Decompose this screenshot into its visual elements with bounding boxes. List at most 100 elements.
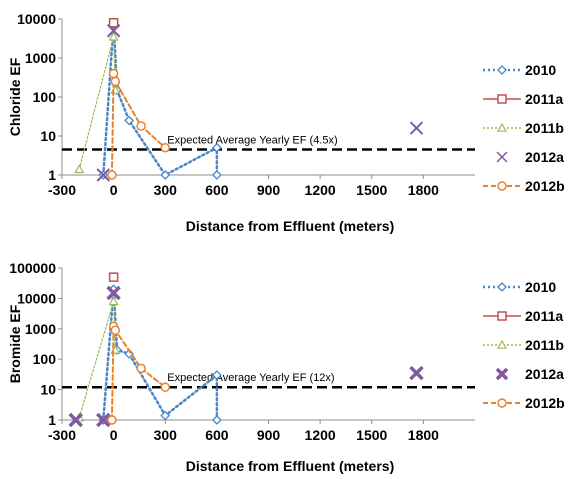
data-point-2010 — [160, 410, 171, 421]
legend-marker-2012a-stroke-b — [495, 367, 509, 381]
data-point-2012a-stroke-b — [106, 285, 121, 301]
data-point-2012a-stroke-b — [96, 412, 111, 428]
legend-marker-2011a — [497, 94, 507, 104]
x-tick-label: 600 — [205, 182, 229, 198]
series-2012a — [96, 24, 424, 182]
bromide-panel: 1 10 100 1000 10000 100000 -300 0 300 600 900 1200 1… — [7, 260, 565, 474]
y-tick-label: 10000 — [17, 11, 56, 27]
y-axis-title: Chloride EF — [7, 57, 23, 136]
series-2012a — [68, 285, 424, 428]
legend-label-2010: 2010 — [525, 279, 556, 295]
data-point-2010 — [124, 115, 135, 126]
series-2011a — [108, 18, 119, 28]
legend-label-2012b: 2012b — [525, 178, 565, 194]
x-tick-label: 1500 — [356, 182, 387, 198]
x-axis-title: Distance from Effluent (meters) — [186, 218, 394, 234]
x-tick-label: 1800 — [408, 427, 439, 443]
legend-label-2011b: 2011b — [525, 120, 564, 136]
reference-line-label: Expected Average Yearly EF (12x) — [167, 372, 334, 384]
data-point-2010 — [211, 170, 222, 180]
y-tick-label: 10 — [40, 128, 56, 144]
reference-line-label: Expected Average Yearly EF (4.5x) — [167, 135, 337, 147]
chloride-panel: 1 10 100 1000 10000 -300 0 300 600 900 1200 1500 180… — [7, 11, 565, 234]
data-point-2012a — [68, 412, 84, 428]
series-2012b — [107, 68, 170, 180]
series-2011a — [108, 272, 119, 282]
data-point-2012b — [110, 76, 121, 87]
y-tick-label: 1 — [48, 167, 56, 183]
x-axis-title: Distance from Effluent (meters) — [186, 458, 394, 474]
data-point-2012b — [136, 363, 146, 374]
x-tick-label: 0 — [110, 427, 118, 443]
data-point-2012a — [409, 365, 424, 381]
legend-marker-2011b — [496, 339, 508, 349]
y-tick-label: 1 — [48, 412, 56, 428]
series-2010 — [98, 17, 222, 180]
series-2010 — [98, 284, 222, 425]
legend-marker-2012a — [496, 151, 508, 163]
data-point-2011b — [74, 164, 85, 174]
legend-item-2011b: 2011b — [483, 337, 564, 353]
data-point-2011a — [108, 272, 119, 282]
x-tick-label: 1500 — [356, 427, 387, 443]
legend-label-2011a: 2011a — [525, 308, 563, 324]
data-point-2012b — [107, 170, 117, 180]
data-point-2012a — [106, 285, 121, 301]
data-point-2011b — [108, 296, 119, 306]
legend-label-2012a: 2012a — [525, 149, 564, 165]
data-point-2010 — [211, 142, 222, 153]
x-tick-label: 600 — [205, 427, 229, 443]
legend-marker-2012a — [495, 367, 509, 381]
data-point-2012a — [96, 168, 111, 182]
y-tick-label: 1000 — [25, 50, 56, 66]
legend-item-2011a: 2011a — [483, 91, 563, 107]
x-tick-label: 1800 — [408, 182, 439, 198]
legend-marker-2012b — [497, 398, 507, 408]
legend-item-2011b: 2011b — [483, 120, 564, 136]
series-line-2012b — [110, 325, 167, 421]
legend-item-2010: 2010 — [483, 62, 556, 78]
legend-label-2011a: 2011a — [525, 91, 563, 107]
data-point-2012a-stroke-b — [409, 121, 424, 135]
y-tick-label: 100 — [33, 89, 57, 105]
data-point-2010 — [211, 415, 222, 425]
data-point-2012a-stroke-b — [96, 168, 111, 182]
legend-item-2012b: 2012b — [483, 178, 565, 194]
series-2012b — [107, 321, 170, 425]
data-point-2012b — [160, 382, 170, 392]
data-point-2012a-stroke-b — [68, 412, 84, 428]
legend-marker-2011b — [496, 122, 508, 132]
data-point-2010 — [211, 370, 222, 381]
x-tick-label: 1200 — [305, 427, 336, 443]
legend-marker-2012b — [497, 181, 507, 191]
y-tick-label: 100000 — [9, 260, 56, 276]
data-point-2010 — [160, 170, 171, 180]
series-line-2010 — [102, 289, 219, 422]
legend-item-2012a: 2012a — [495, 366, 564, 382]
data-point-2012a — [106, 24, 121, 38]
data-point-2012b — [136, 121, 146, 131]
legend-marker-2011a — [497, 311, 507, 321]
data-point-2012b — [108, 68, 119, 79]
data-point-2012a-stroke-b — [106, 24, 121, 38]
x-tick-label: 300 — [154, 182, 178, 198]
legend-item-2010: 2010 — [483, 279, 556, 295]
data-point-2011b — [108, 31, 119, 41]
legend-label-2011b: 2011b — [525, 337, 564, 353]
y-axis-title: Bromide EF — [7, 304, 23, 383]
y-tick-label: 100 — [33, 351, 57, 367]
x-tick-label: 300 — [154, 427, 178, 443]
legend-label-2012a: 2012a — [525, 366, 564, 382]
data-point-2012a — [409, 121, 424, 135]
data-point-2012a — [96, 412, 111, 428]
data-point-2012b — [107, 415, 117, 425]
legend-item-2012b: 2012b — [483, 395, 565, 411]
series-line-2010 — [102, 22, 219, 177]
legend-label-2010: 2010 — [525, 62, 556, 78]
legend-marker-2012a-stroke-b — [496, 151, 508, 163]
data-point-2012b — [110, 325, 121, 335]
y-tick-label: 1000 — [25, 321, 56, 337]
series-line-2011b — [78, 301, 116, 419]
x-tick-label: 900 — [257, 182, 281, 198]
